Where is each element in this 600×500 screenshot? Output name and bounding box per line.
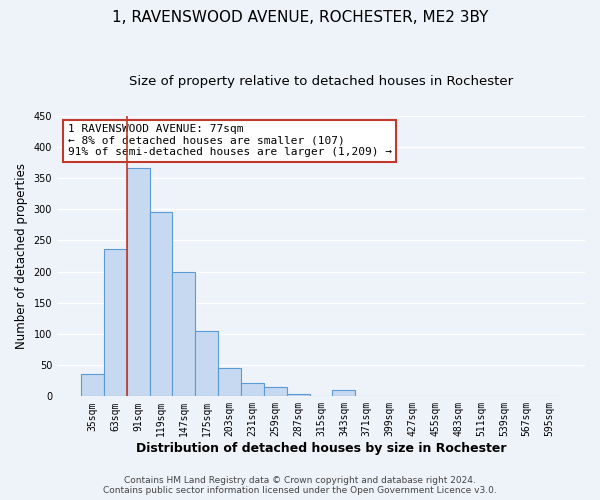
Bar xyxy=(81,374,104,396)
X-axis label: Distribution of detached houses by size in Rochester: Distribution of detached houses by size … xyxy=(136,442,506,455)
Bar xyxy=(287,394,310,396)
Bar xyxy=(104,249,127,396)
Bar xyxy=(264,387,287,396)
Bar xyxy=(332,390,355,396)
Bar xyxy=(196,331,218,396)
Title: Size of property relative to detached houses in Rochester: Size of property relative to detached ho… xyxy=(129,75,513,88)
Bar xyxy=(172,272,196,396)
Bar xyxy=(218,368,241,396)
Text: 1 RAVENSWOOD AVENUE: 77sqm
← 8% of detached houses are smaller (107)
91% of semi: 1 RAVENSWOOD AVENUE: 77sqm ← 8% of detac… xyxy=(68,124,392,157)
Bar xyxy=(241,382,264,396)
Text: Contains HM Land Registry data © Crown copyright and database right 2024.
Contai: Contains HM Land Registry data © Crown c… xyxy=(103,476,497,495)
Bar xyxy=(127,168,149,396)
Bar xyxy=(149,212,172,396)
Y-axis label: Number of detached properties: Number of detached properties xyxy=(15,163,28,349)
Text: 1, RAVENSWOOD AVENUE, ROCHESTER, ME2 3BY: 1, RAVENSWOOD AVENUE, ROCHESTER, ME2 3BY xyxy=(112,10,488,25)
